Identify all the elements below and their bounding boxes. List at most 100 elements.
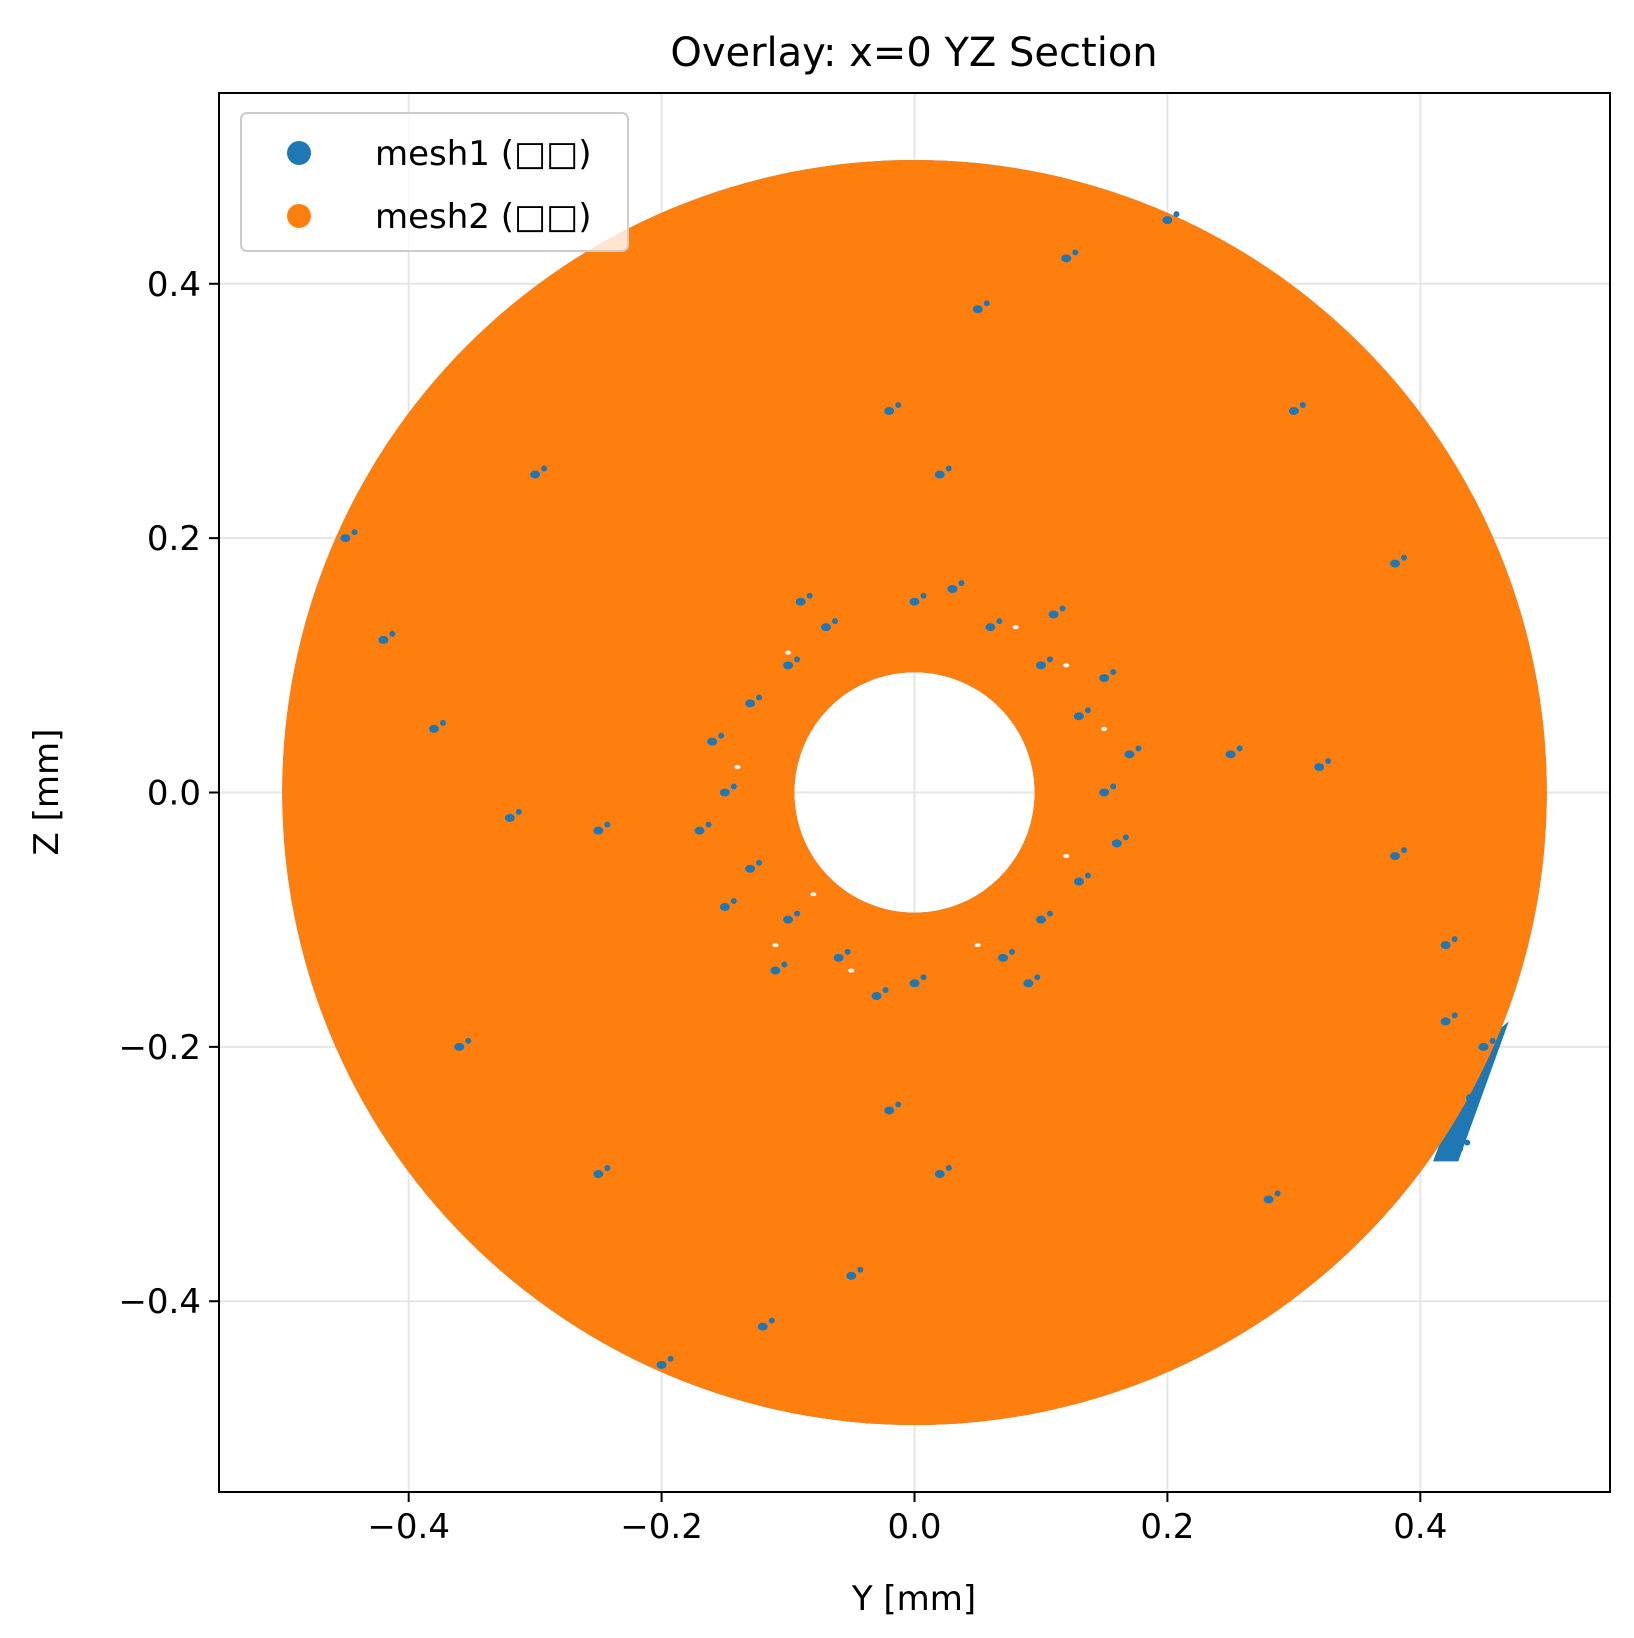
mesh1-patch-0 [909,597,920,606]
mesh1-patch-21-b [439,719,446,726]
mesh1-patch-22 [378,635,389,644]
mesh1-patch-53 [454,1042,465,1051]
mesh1-patch-39 [770,966,781,975]
mesh1-patch-22-b [389,630,396,637]
mesh1-patch-12 [1099,788,1110,797]
mesh1-patch-38-b [1059,605,1066,612]
mesh1-patch-35 [820,623,831,632]
mesh1-patch-44 [1023,979,1034,988]
mesh1-patch-55-b [1451,1012,1458,1019]
mesh1-patch-34 [998,953,1009,962]
mesh1-patch-48-b [1299,401,1306,408]
gap-patch-5 [848,968,855,973]
mesh1-patch-1-b [945,465,952,472]
mesh1-patch-30 [985,623,996,632]
mesh1-patch-4-b [1072,249,1079,256]
gap-patch-7 [734,765,741,770]
y-tick-label-0: −0.4 [118,1282,201,1322]
legend-marker-mesh1 [287,141,311,165]
mesh1-patch-33 [745,699,756,708]
mesh1-patch-26-b [1046,910,1053,917]
ticks: −0.4 −0.2 0.0 0.2 0.4 −0.4 −0.2 0.0 0.2 0.4 [118,265,1447,1547]
mesh1-patch-7-b [895,1101,902,1108]
mesh1-patch-43-b [882,986,889,993]
mesh1-patch-50 [1263,1195,1274,1204]
mesh1-patch-23-b [351,529,358,536]
mesh1-patch-14-b [1325,758,1332,765]
gap-patch-1 [785,650,792,655]
x-tick-label-1: −0.2 [620,1507,703,1547]
mesh1-patch-17-b [1489,1037,1496,1044]
x-tick-label-0: −0.4 [367,1507,450,1547]
legend-label-mesh1: mesh1 (□□) [375,134,592,174]
mesh1-patch-7 [884,1106,895,1115]
mesh1-patch-45 [795,597,806,606]
chart-title: Overlay: x=0 YZ Section [670,30,1157,76]
mesh1-patch-26 [1035,915,1046,924]
legend-marker-mesh2 [287,204,311,228]
mesh1-patch-27-b [794,910,801,917]
mesh1-patch-32-b [1084,872,1091,879]
y-tick-label-4: 0.4 [147,265,201,305]
mesh1-patch-19-b [604,821,611,828]
mesh1-patch-21 [428,724,439,733]
mesh1-patch-20 [504,813,515,822]
series-1-annulus [282,160,1547,1425]
mesh1-patch-48 [1288,406,1299,415]
mesh1-patch-15 [1390,852,1401,861]
mesh1-patch-29-b [756,859,763,866]
mesh1-patch-46 [1124,750,1135,759]
mesh1-patch-6-b [920,974,927,981]
mesh1-patch-54-b [1464,1139,1471,1146]
mesh1-patch-8 [934,1170,945,1179]
gap-patch-8 [1063,663,1070,668]
y-tick-label-1: −0.2 [118,1028,201,1068]
x-tick-label-4: 0.4 [1393,1507,1447,1547]
mesh1-patch-42 [947,585,958,594]
mesh1-patch-2 [884,406,895,415]
mesh1-patch-23 [340,534,351,543]
mesh1-patch-50-b [1274,1190,1281,1197]
mesh1-patch-11 [656,1360,667,1369]
mesh1-patch-17 [1478,1042,1489,1051]
mesh1-patch-37-b [730,897,737,904]
mesh1-patch-28 [1073,712,1084,721]
mesh1-patch-25-b [794,656,801,663]
mesh1-patch-44-b [1034,974,1041,981]
mesh1-patch-0-b [920,592,927,599]
mesh1-patch-43 [871,991,882,1000]
mesh1-patch-46-b [1135,745,1142,752]
mesh1-patch-2-b [895,401,902,408]
mesh1-patch-13-b [1236,745,1243,752]
mesh1-patch-14 [1314,763,1325,772]
mesh1-patch-18 [719,788,730,797]
mesh1-patch-49 [530,470,541,479]
mesh1-patch-10 [757,1322,768,1331]
mesh1-patch-39-b [781,961,788,968]
legend: mesh1 (□□) mesh2 (□□) [240,112,629,252]
x-tick-label-3: 0.2 [1140,1507,1194,1547]
mesh1-patch-11-b [667,1355,674,1362]
mesh1-patch-30-b [996,618,1003,625]
mesh1-patch-31-b [844,948,851,955]
mesh1-patch-41-b [718,732,725,739]
mesh1-patch-36 [1099,674,1110,683]
mesh1-patch-36-b [1110,669,1117,676]
mesh1-patch-38 [1048,610,1059,619]
mesh1-patch-47 [694,826,705,835]
mesh1-patch-52 [1390,559,1401,568]
mesh1-patch-6 [909,979,920,988]
mesh1-patch-3-b [983,300,990,307]
gap-patch-2 [1012,625,1019,630]
mesh1-patch-27 [783,915,794,924]
mesh1-patch-29 [745,864,756,873]
legend-box [240,112,629,252]
mesh1-patch-41 [707,737,718,746]
legend-label-mesh2: mesh2 (□□) [375,197,592,237]
mesh1-patch-12-b [1110,783,1117,790]
mesh1-patch-24-b [1046,656,1053,663]
gap-patch-0 [1063,854,1070,859]
mesh1-patch-40 [1111,839,1122,848]
mesh1-patch-51-b [604,1165,611,1172]
mesh1-patch-33-b [756,694,763,701]
